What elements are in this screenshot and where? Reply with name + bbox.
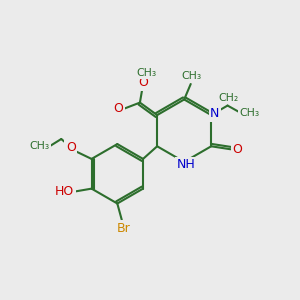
Text: CH₃: CH₃ <box>136 68 157 78</box>
Text: O: O <box>114 102 124 115</box>
Text: O: O <box>139 76 148 89</box>
Text: CH₃: CH₃ <box>29 141 50 151</box>
Text: Br: Br <box>116 222 130 235</box>
Text: O: O <box>232 143 242 156</box>
Text: NH: NH <box>176 158 195 171</box>
Text: N: N <box>210 107 220 120</box>
Text: CH₃: CH₃ <box>239 108 259 118</box>
Text: CH₃: CH₃ <box>181 71 201 81</box>
Text: CH₂: CH₂ <box>218 93 239 103</box>
Text: O: O <box>66 141 76 154</box>
Text: HO: HO <box>55 185 74 198</box>
